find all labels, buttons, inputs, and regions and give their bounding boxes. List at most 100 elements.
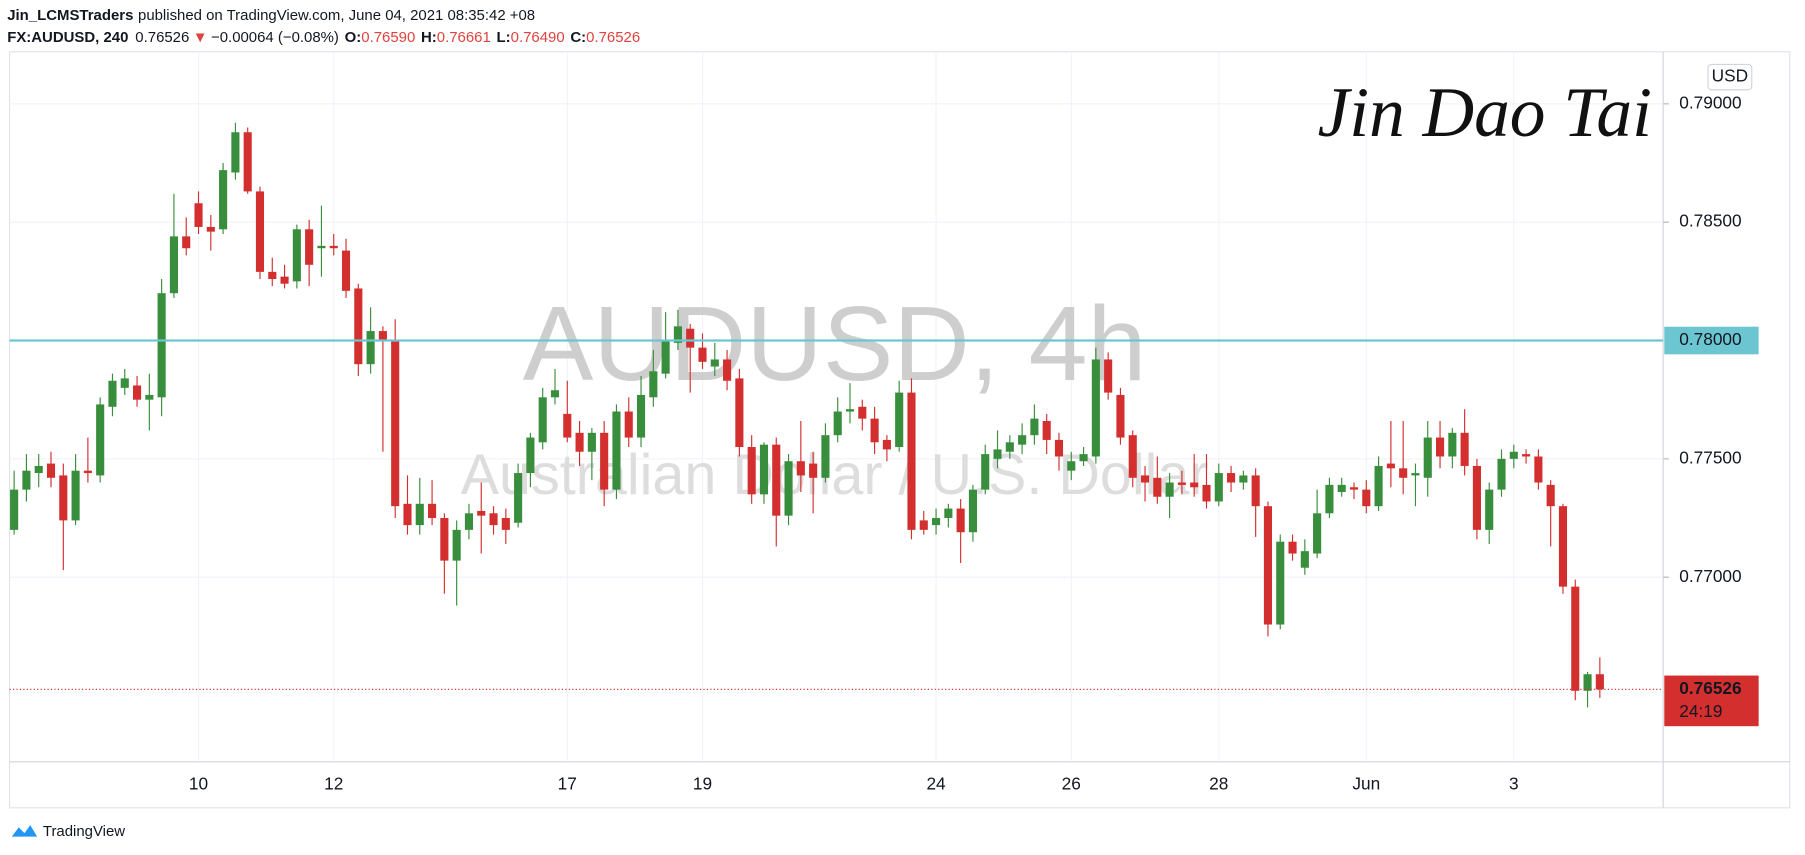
candle-body (1534, 456, 1543, 483)
marks (10, 122, 1604, 708)
candle-body (526, 437, 535, 474)
candle-body (243, 132, 252, 192)
candle-body (1472, 465, 1481, 530)
candle-body (1153, 477, 1162, 497)
candle-body (1571, 586, 1580, 691)
h-label: H: (421, 29, 437, 46)
candle-body (206, 226, 215, 232)
candle-body (747, 447, 756, 495)
candle-body (1104, 359, 1113, 393)
candle-body (501, 518, 510, 530)
candle-body (1485, 489, 1494, 530)
candle-body (1042, 420, 1051, 440)
candle-body (1128, 435, 1137, 478)
last: 0.76526 (135, 29, 189, 46)
candle-body (1546, 484, 1555, 507)
candle-body (1313, 513, 1322, 554)
candle-body (255, 191, 265, 272)
candle-body (968, 489, 977, 533)
candle-body (132, 385, 142, 400)
l-value: 0.76490 (511, 29, 565, 46)
symbol: FX:AUDUSD, 240 (7, 29, 128, 46)
candle-body (1300, 551, 1309, 568)
o-label: O: (345, 29, 362, 46)
y-tick-label: 0.79000 (1679, 92, 1741, 112)
candle-body (845, 409, 855, 412)
footer[interactable]: TradingView (43, 823, 125, 840)
x-tick-label: 24 (926, 773, 946, 793)
candle-body (1165, 482, 1174, 497)
candle-body (46, 463, 56, 478)
candle-body (858, 406, 867, 419)
candle-body (219, 170, 228, 230)
candle-body (292, 229, 301, 282)
candle-body (796, 461, 805, 476)
candle-body (821, 435, 830, 478)
candle-body (1435, 437, 1445, 457)
candle-body (477, 510, 486, 516)
candle-body (1091, 359, 1100, 457)
candle-body (464, 513, 474, 530)
x-tick-label: 19 (693, 773, 712, 793)
currency: USD (1712, 66, 1748, 86)
candle-body (723, 359, 732, 381)
candle-body (1325, 484, 1334, 514)
level-label: 0.78000 (1679, 329, 1741, 349)
candle-body (919, 520, 928, 530)
publish-line: Jin_LCMSTraders published on TradingView.… (7, 7, 535, 24)
candle-body (1423, 437, 1432, 478)
candle-body (96, 404, 105, 476)
candle-body (1276, 541, 1285, 625)
candle-body (575, 432, 584, 452)
candle-body (587, 432, 596, 452)
candle-body (944, 508, 953, 519)
x-tick-label: 26 (1062, 773, 1081, 793)
candle-body (452, 529, 461, 561)
candle-body (1214, 473, 1223, 502)
level-label-box (1664, 326, 1759, 355)
candle-body (1202, 484, 1211, 502)
candle-body (34, 465, 43, 474)
candle-body (415, 503, 424, 526)
candle-body (1374, 465, 1383, 507)
change: −0.00064 (−0.08%) (211, 29, 339, 46)
candle-body (22, 470, 31, 490)
candle-body (514, 473, 523, 523)
candle-body (932, 518, 941, 526)
overlay: 0.78000 0.76526 24:19 (9, 326, 1759, 727)
candle-body (182, 236, 191, 249)
candle-body (612, 411, 621, 490)
candle-body (636, 394, 646, 438)
last-price-label: 0.76526 (1679, 678, 1741, 698)
candle-body (194, 203, 203, 227)
candle-body (981, 454, 990, 490)
x-tick-label: 10 (189, 773, 208, 793)
candle-body (882, 439, 891, 450)
candle-body (108, 380, 117, 407)
candle-body (1227, 473, 1236, 483)
publisher[interactable]: Jin_LCMSTraders (7, 7, 133, 24)
candle-body (145, 394, 154, 400)
candle-body (157, 293, 166, 398)
candle-body (329, 245, 338, 249)
candle-body (1067, 461, 1076, 471)
candle-body (1140, 475, 1150, 483)
candle-body (1177, 482, 1186, 485)
signature: Jin Dao Tai (1318, 73, 1652, 152)
candle-body (759, 444, 769, 495)
candle-body (83, 470, 92, 474)
candle-body (403, 503, 412, 526)
candle-body (366, 331, 375, 365)
candle-body (1079, 454, 1088, 462)
candle-body (772, 444, 781, 516)
candle-body (280, 276, 289, 284)
candle-body (489, 513, 498, 526)
direction: ▼ (193, 29, 208, 46)
h-value: 0.76661 (437, 29, 491, 46)
candle-body (1288, 541, 1297, 554)
candle-body (735, 378, 744, 448)
candle-body (169, 236, 178, 294)
candle-body (1116, 394, 1125, 438)
y-tick-label: 0.77500 (1679, 447, 1741, 467)
